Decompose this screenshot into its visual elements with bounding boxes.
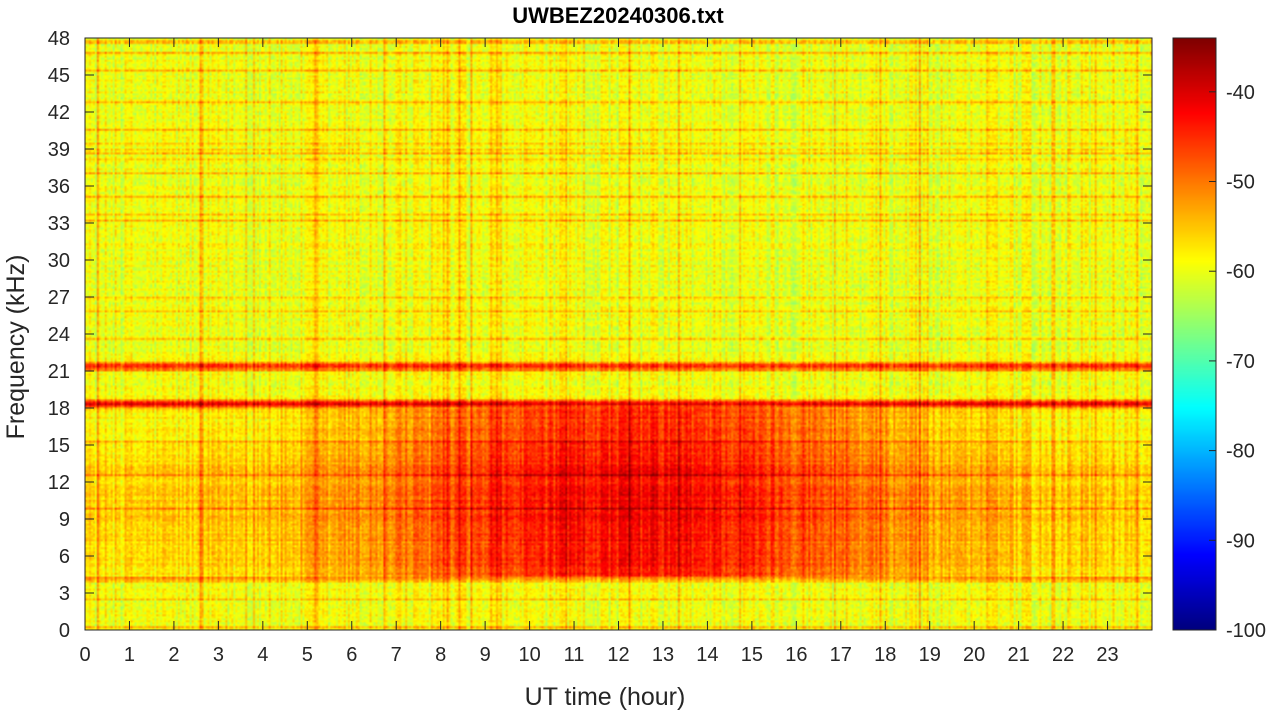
- colorbar-gradient: [1173, 38, 1216, 630]
- y-tick-label: 21: [48, 361, 70, 383]
- colorbar-tick-label: -60: [1226, 261, 1255, 283]
- y-tick-label: 33: [48, 213, 70, 235]
- x-tick-label: 9: [480, 644, 491, 666]
- x-tick-label: 2: [168, 644, 179, 666]
- y-tick-label: 24: [48, 324, 70, 346]
- plot-area: [84, 37, 1153, 631]
- y-tick-label: 39: [48, 139, 70, 161]
- x-tick-label: 21: [1008, 644, 1030, 666]
- x-tick-label: 22: [1052, 644, 1074, 666]
- y-tick-label: 27: [48, 287, 70, 309]
- y-tick-label: 0: [59, 620, 70, 642]
- colorbar-tick-label: -80: [1226, 441, 1255, 463]
- x-axis: 0 1 2 3 4 5 6 7 8 9 10 11 12 13 14 15 16 17 18 19 20 21 22 23: [79, 38, 1119, 666]
- y-axis-label: Frequency (kHz): [2, 255, 30, 440]
- y-tick-label: 3: [59, 583, 70, 605]
- y-tick-label: 12: [48, 472, 70, 494]
- colorbar-tick-label: -50: [1226, 172, 1255, 194]
- x-axis-label: UT time (hour): [525, 683, 686, 711]
- spectrogram-heatmap: [85, 38, 1152, 630]
- colorbar-tick-label: -100: [1226, 620, 1266, 642]
- y-tick-label: 30: [48, 250, 70, 272]
- x-tick-label: 3: [213, 644, 224, 666]
- colorbar-tick-label: -70: [1226, 351, 1255, 373]
- x-tick-label: 12: [607, 644, 629, 666]
- x-tick-label: 18: [874, 644, 896, 666]
- y-tick-label: 15: [48, 435, 70, 457]
- x-tick-label: 1: [124, 644, 135, 666]
- y-tick-label: 45: [48, 65, 70, 87]
- x-tick-label: 20: [963, 644, 985, 666]
- colorbar-tick-label: -40: [1226, 82, 1255, 104]
- x-tick-label: 5: [302, 644, 313, 666]
- x-tick-label: 23: [1096, 644, 1118, 666]
- chart-title: UWBEZ20240306.txt: [512, 3, 724, 28]
- x-tick-label: 16: [785, 644, 807, 666]
- y-tick-label: 6: [59, 546, 70, 568]
- y-tick-label: 36: [48, 176, 70, 198]
- colorbar-frame: [1172, 37, 1217, 631]
- colorbar-ticks: -40 -50 -60 -70 -80 -90 -100: [1209, 82, 1266, 642]
- x-tick-label: 6: [346, 644, 357, 666]
- x-tick-label: 15: [741, 644, 763, 666]
- x-tick-label: 13: [652, 644, 674, 666]
- x-tick-label: 4: [257, 644, 268, 666]
- x-tick-label: 19: [919, 644, 941, 666]
- y-tick-label: 48: [48, 28, 70, 50]
- y-tick-label: 9: [59, 509, 70, 531]
- y-tick-label: 18: [48, 398, 70, 420]
- x-tick-label: 17: [830, 644, 852, 666]
- x-tick-label: 10: [518, 644, 540, 666]
- x-tick-label: 11: [564, 644, 585, 666]
- colorbar: -40 -50 -60 -70 -80 -90 -100: [1172, 37, 1266, 642]
- colorbar-tick-label: -90: [1226, 530, 1255, 552]
- x-tick-label: 7: [391, 644, 402, 666]
- y-tick-label: 42: [48, 102, 70, 124]
- x-tick-label: 0: [79, 644, 90, 666]
- x-tick-label: 8: [435, 644, 446, 666]
- x-tick-label: 14: [696, 644, 718, 666]
